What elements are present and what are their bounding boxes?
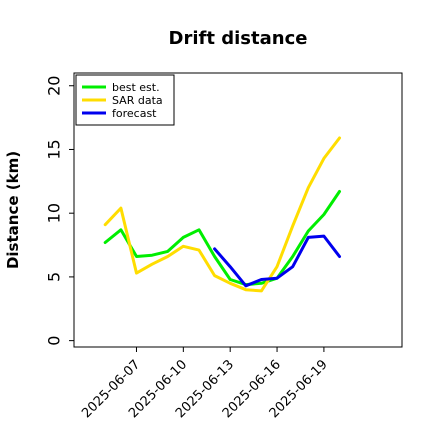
series-line-forecast xyxy=(213,234,341,288)
x-axis: 2025-06-072025-06-102025-06-132025-06-16… xyxy=(79,347,331,421)
y-tick-label-20: 20 xyxy=(45,76,64,96)
plot-area xyxy=(73,72,403,348)
y-tick-label-0: 0 xyxy=(45,336,64,346)
series-line-best-est xyxy=(103,190,341,287)
series-line-sar-data xyxy=(103,136,341,293)
y-axis-label: Distance (km) xyxy=(4,151,22,269)
y-tick-label-15: 15 xyxy=(45,139,64,159)
y-tick-label-10: 10 xyxy=(45,203,64,223)
y-axis: 0 5 10 15 20 xyxy=(45,76,74,346)
series-lines xyxy=(103,136,341,293)
y-tick-label-5: 5 xyxy=(45,272,64,282)
chart-title: Drift distance xyxy=(169,28,308,49)
legend-label-sar-data: SAR data xyxy=(112,94,163,107)
legend-label-forecast: forecast xyxy=(112,107,157,120)
legend-label-best-est: best est. xyxy=(112,81,160,94)
